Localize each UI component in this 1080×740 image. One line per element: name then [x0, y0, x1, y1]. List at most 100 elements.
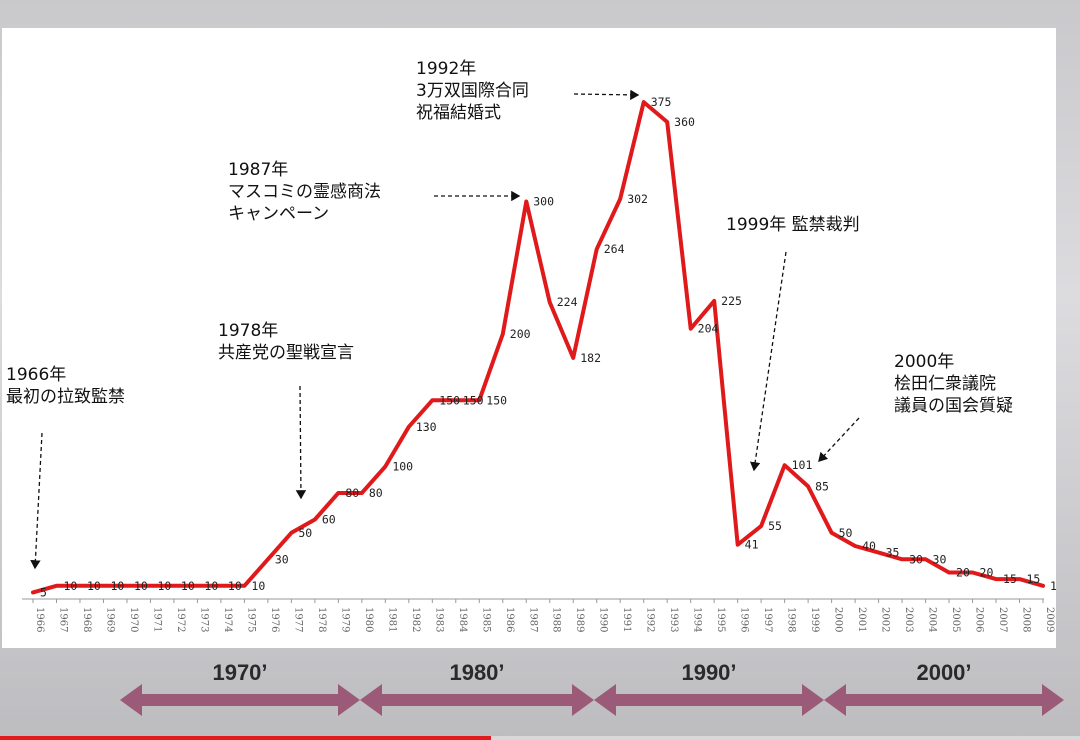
- data-label: 10: [87, 579, 101, 593]
- decade-label: 1980’: [449, 660, 504, 685]
- decade-arrow: [360, 684, 594, 716]
- x-tick-label: 1998: [786, 607, 797, 632]
- x-tick-label: 1969: [104, 607, 115, 632]
- data-label: 224: [557, 295, 578, 309]
- data-label: 10: [228, 579, 242, 593]
- x-tick-label: 2007: [997, 607, 1008, 632]
- decade-arrow: [594, 684, 824, 716]
- x-tick-label: 1972: [175, 607, 186, 632]
- annotation-1987: 1987年 マスコミの霊感商法 キャンペーン: [228, 160, 381, 224]
- data-label: 130: [416, 420, 437, 434]
- x-tick-label: 2004: [927, 607, 938, 632]
- data-label: 15: [1003, 572, 1017, 586]
- x-tick-label: 1971: [151, 607, 162, 632]
- x-tick-label: 2006: [974, 607, 985, 632]
- data-label: 30: [275, 552, 289, 566]
- data-label: 80: [369, 486, 383, 500]
- video-progress-track[interactable]: [0, 736, 1080, 740]
- decade-timeline: 1970’ 1980’ 1990’ 2000’: [120, 660, 1064, 716]
- x-tick-label: 1989: [574, 607, 585, 632]
- data-label: 10: [251, 579, 265, 593]
- x-tick-label: 1984: [457, 607, 468, 632]
- data-label: 300: [533, 195, 554, 209]
- data-label: 35: [886, 546, 900, 560]
- x-tick-label: 1974: [222, 607, 233, 632]
- data-label: 30: [909, 552, 923, 566]
- line-chart: 1966 1967 1968 1969 1970 1971 1972 1973 1974 1975…: [22, 89, 1056, 632]
- x-tick-label: 1994: [692, 607, 703, 632]
- annotation-arrow: [818, 417, 860, 462]
- data-label: 204: [698, 322, 719, 336]
- x-tick-label: 1999: [809, 607, 820, 632]
- data-label: 20: [980, 566, 994, 580]
- decade-arrow: [120, 684, 360, 716]
- data-label: 30: [933, 552, 947, 566]
- x-tick-label: 1968: [81, 607, 92, 632]
- data-label: 10: [110, 579, 124, 593]
- chart-panel: 1966 1967 1968 1969 1970 1971 1972 1973 1974 1975…: [2, 28, 1056, 648]
- x-tick-label: 2001: [856, 607, 867, 632]
- data-label: 200: [510, 327, 531, 341]
- data-label: 50: [298, 526, 312, 540]
- annotation-1966: 1966年 最初の拉致監禁: [6, 365, 125, 407]
- x-tick-label: 1987: [527, 607, 538, 632]
- annotation-arrow: [573, 89, 640, 101]
- x-tick-label: 2005: [950, 607, 961, 632]
- x-tick-label: 1976: [269, 607, 280, 632]
- decade-label: 2000’: [916, 660, 971, 685]
- x-tick-label: 2000: [833, 607, 844, 632]
- x-tick-label: 1970: [128, 607, 139, 632]
- data-label: 10: [181, 579, 195, 593]
- data-label: 150: [486, 393, 507, 407]
- x-tick-label: 1973: [198, 607, 209, 632]
- data-label: 10: [134, 579, 148, 593]
- data-label: 5: [40, 585, 47, 599]
- x-tick-label: 1981: [386, 607, 397, 632]
- x-tick-label: 1982: [410, 607, 421, 632]
- data-label: 10: [63, 579, 77, 593]
- data-label: 182: [580, 351, 601, 365]
- data-label: 85: [815, 479, 829, 493]
- annotation-1992: 1992年 3万双国際合同 祝福結婚式: [416, 59, 529, 123]
- x-tick-label: 1977: [292, 607, 303, 632]
- data-label: 40: [862, 539, 876, 553]
- data-label: 264: [604, 242, 625, 256]
- x-tick-label: 1988: [551, 607, 562, 632]
- data-label: 10: [157, 579, 171, 593]
- x-tick-label: 1983: [433, 607, 444, 632]
- x-tick-label: 1975: [245, 607, 256, 632]
- x-tick-label: 1996: [739, 607, 750, 632]
- decade-label: 1990’: [681, 660, 736, 685]
- annotation-1978: 1978年 共産党の聖戦宣言: [218, 321, 354, 363]
- annotation-arrow: [749, 251, 787, 472]
- data-label: 150: [439, 393, 460, 407]
- x-tick-label: 1992: [645, 607, 656, 632]
- annotation-2000: 2000年 桧田仁衆議院 議員の国会質疑: [894, 352, 1013, 416]
- x-tick-label: 1986: [504, 607, 515, 632]
- x-tick-label: 1997: [762, 607, 773, 632]
- x-tick-label: 1966: [34, 607, 45, 632]
- data-label: 375: [651, 95, 672, 109]
- x-tick-label: 1991: [621, 607, 632, 632]
- annotation-arrows: [30, 89, 860, 570]
- decade-label: 1970’: [212, 660, 267, 685]
- x-tick-marks: [32, 599, 1044, 603]
- data-label: 150: [463, 393, 484, 407]
- data-label: 360: [674, 115, 695, 129]
- data-label: 20: [956, 566, 970, 580]
- x-tick-label: 1980: [363, 607, 374, 632]
- x-tick-label: 2009: [1044, 607, 1055, 632]
- x-tick-label: 1993: [668, 607, 679, 632]
- x-tick-label: 2008: [1021, 607, 1032, 632]
- data-label: 10: [1050, 579, 1056, 593]
- x-tick-label: 1990: [598, 607, 609, 632]
- data-label: 50: [839, 526, 853, 540]
- data-label: 60: [322, 513, 336, 527]
- data-label: 15: [1027, 572, 1041, 586]
- decade-arrow: [824, 684, 1064, 716]
- x-tick-labels: 1966 1967 1968 1969 1970 1971 1972 1973 1974 1975…: [34, 607, 1055, 632]
- x-tick-label: 1995: [715, 607, 726, 632]
- x-tick-label: 2003: [903, 607, 914, 632]
- annotation-arrow: [30, 432, 43, 570]
